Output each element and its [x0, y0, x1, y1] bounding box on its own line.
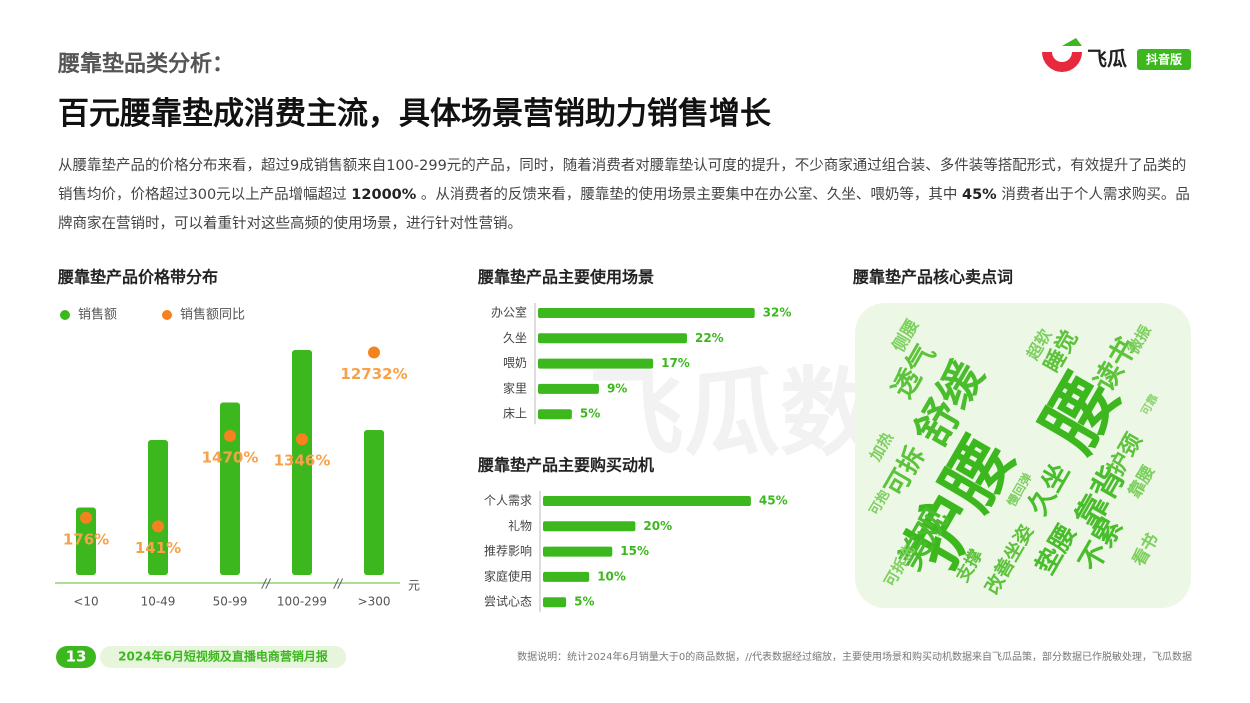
bar: [148, 440, 168, 575]
legend-dot: [162, 310, 172, 320]
value-label: 1346%: [274, 452, 331, 470]
value-label: 17%: [661, 356, 690, 370]
page-pill: [56, 646, 96, 668]
bar: [543, 571, 590, 582]
logo-leaf: [1062, 38, 1082, 46]
bar: [364, 430, 384, 575]
category-label: 家庭使用: [484, 568, 532, 583]
badge-text: 抖音版: [1146, 52, 1182, 67]
paragraph-segment: 从腰靠垫产品的价格分布来看，超过9成销售额来自100-299元的产品，同时，随着…: [58, 158, 1187, 203]
bar: [292, 350, 312, 575]
chart-title: 腰靠垫产品核心卖点词: [853, 268, 1013, 287]
x-tick-label: 100-299: [277, 595, 327, 609]
chart-title: 腰靠垫产品主要购买动机: [478, 456, 654, 475]
yoy-dot: [80, 511, 92, 524]
bar: [538, 333, 687, 344]
logo-mark: [1042, 52, 1082, 72]
value-label: 10%: [597, 569, 626, 583]
x-tick-label: 50-99: [213, 595, 248, 609]
bar: [543, 597, 567, 608]
value-label: 45%: [759, 494, 788, 508]
category-label: 个人需求: [484, 494, 532, 508]
x-tick-label: >300: [358, 595, 391, 609]
chart-title: 腰靠垫产品价格带分布: [58, 268, 218, 287]
value-label: 176%: [63, 530, 109, 548]
bar: [538, 308, 755, 318]
category-label: 办公室: [491, 305, 527, 320]
x-tick-label: 10-49: [141, 595, 176, 609]
bar: [538, 383, 599, 394]
paragraph-segment: 45%: [962, 187, 997, 203]
bar: [220, 402, 240, 575]
paragraph: 从腰靠垫产品的价格分布来看，超过9成销售额来自100-299元的产品，同时，随着…: [58, 152, 1198, 239]
report-name: 2024年6月短视频及直播电商营销月报: [118, 649, 328, 664]
value-label: 1470%: [202, 448, 259, 466]
value-label: 15%: [620, 544, 649, 558]
axis-break: //: [333, 577, 344, 591]
bar: [538, 409, 572, 420]
footer-note: 数据说明：统计2024年6月销量大于0的商品数据，//代表数据经过缩放，主要使用…: [517, 650, 1192, 663]
value-label: 141%: [135, 539, 181, 557]
bar: [543, 521, 636, 532]
yoy-dot: [224, 429, 236, 442]
value-label: 32%: [763, 306, 792, 320]
yoy-dot: [296, 433, 308, 446]
main-title: 百元腰靠垫成消费主流，具体场景营销助力销售增长: [58, 96, 771, 132]
x-tick-label: <10: [73, 595, 98, 609]
report-pill: [100, 646, 346, 668]
value-label: 5%: [574, 595, 594, 609]
paragraph-segment: 消费者出于个人需求购买。品牌商家在营销时，可以着重针对这些高频的使用场景，进行针…: [58, 187, 1190, 232]
category-label: 喂奶: [503, 356, 527, 370]
bar: [76, 507, 96, 575]
category-label: 尝试心态: [484, 594, 532, 609]
paragraph-segment: 。从消费者的反馈来看，腰靠垫的使用场景主要集中在办公室、久坐、喂奶等，其中: [416, 187, 962, 203]
value-label: 20%: [643, 519, 672, 533]
bar: [543, 546, 613, 557]
category-label: 久坐: [503, 331, 527, 345]
value-label: 22%: [695, 331, 724, 345]
legend-dot: [60, 310, 70, 320]
page-number: 13: [66, 648, 87, 666]
x-unit: 元: [408, 579, 420, 593]
value-label: 12732%: [340, 365, 407, 383]
logo-text: 飞瓜: [1087, 47, 1127, 71]
bar: [538, 358, 654, 369]
yoy-dot: [368, 346, 380, 359]
category-label: 推荐影响: [484, 543, 532, 558]
category-label: 家里: [503, 380, 527, 395]
paragraph-segment: 12000%: [351, 187, 417, 203]
bar: [543, 496, 751, 506]
category-label: 礼物: [508, 518, 532, 533]
badge: [1137, 49, 1191, 70]
legend-label: 销售额同比: [180, 307, 245, 323]
value-label: 9%: [607, 381, 627, 395]
chart-title: 腰靠垫产品主要使用场景: [478, 268, 654, 287]
category-label: 床上: [503, 407, 527, 421]
axis-break: //: [261, 577, 272, 591]
word-cloud-box: [855, 303, 1191, 608]
value-label: 5%: [580, 407, 600, 421]
section-title: 腰靠垫品类分析：: [58, 52, 235, 77]
yoy-dot: [152, 520, 164, 533]
legend-label: 销售额: [78, 307, 117, 323]
